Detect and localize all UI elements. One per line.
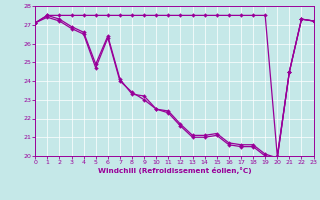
X-axis label: Windchill (Refroidissement éolien,°C): Windchill (Refroidissement éolien,°C) — [98, 167, 251, 174]
